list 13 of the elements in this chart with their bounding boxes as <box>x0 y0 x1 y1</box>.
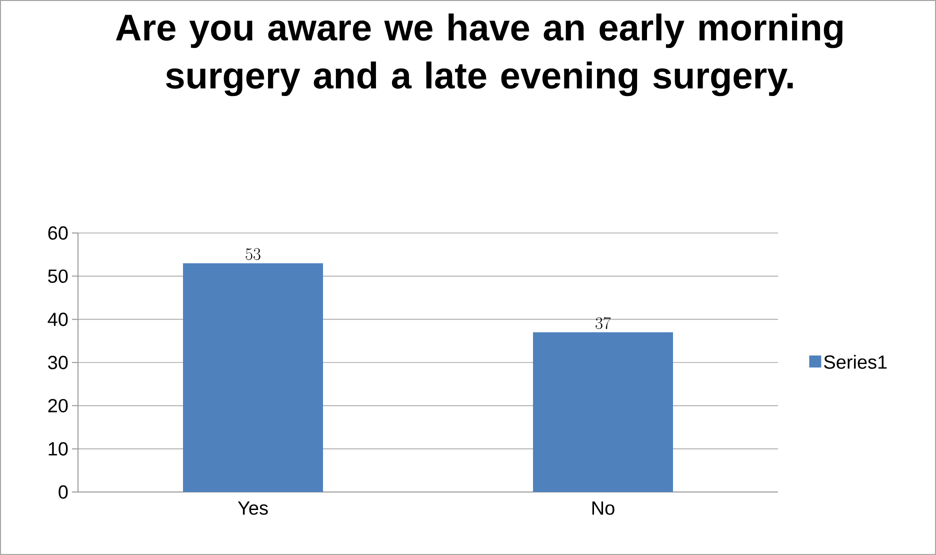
y-tick-label: 20 <box>48 398 68 412</box>
x-tick-label: No <box>592 502 614 515</box>
y-tick-label: 30 <box>48 356 68 370</box>
y-tick-label: 40 <box>48 312 68 326</box>
y-tick-label: 50 <box>48 269 68 283</box>
legend-label: Series1 <box>824 354 887 369</box>
y-tick-label: 0 <box>58 485 68 499</box>
data-label: 53 <box>246 248 260 260</box>
y-tick-label: 60 <box>48 226 68 240</box>
data-label: 37 <box>596 317 611 330</box>
y-tick-label: 10 <box>48 442 68 456</box>
x-tick-label: Yes <box>238 502 268 515</box>
chart-title: Are you aware we have an early morning surgery and a late evening surgery. <box>116 14 842 96</box>
